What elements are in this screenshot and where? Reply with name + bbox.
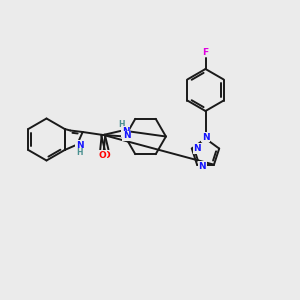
Text: H: H (118, 120, 124, 129)
Text: N: N (199, 162, 206, 171)
Text: N: N (194, 144, 201, 153)
Text: N: N (202, 133, 209, 142)
Text: H: H (76, 148, 83, 157)
Text: O: O (98, 151, 106, 160)
Text: F: F (202, 48, 208, 57)
Text: N: N (123, 131, 130, 140)
Text: O: O (103, 151, 111, 160)
Text: N: N (122, 127, 129, 136)
Text: N: N (76, 141, 83, 150)
